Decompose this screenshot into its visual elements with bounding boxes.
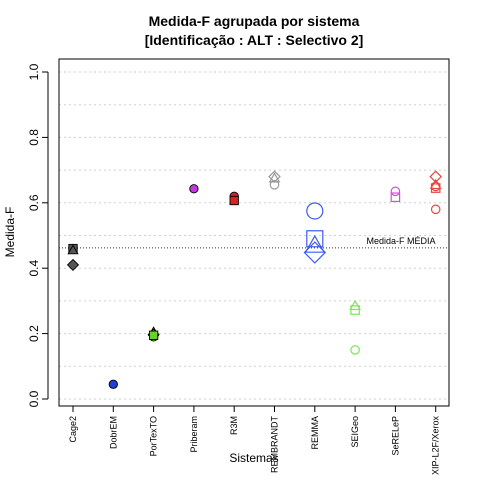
x-tick-label: REMBRANDT <box>270 416 280 474</box>
y-tick-label: 0.0 <box>27 390 41 407</box>
average-reference-label: Medida-F MÉDIA <box>366 236 435 246</box>
x-tick-label: SeRELeP <box>390 416 400 456</box>
data-point-circle <box>350 345 360 355</box>
y-tick-label: 0.4 <box>27 260 41 277</box>
x-tick-label: REMMA <box>310 416 320 450</box>
x-tick-label: PorTexTO <box>149 416 159 456</box>
grid-lines <box>59 71 449 400</box>
y-tick-label: 0.2 <box>27 325 41 342</box>
y-tick-label: 0.8 <box>27 129 41 146</box>
data-point-triangle <box>67 244 79 255</box>
data-point-circle <box>430 204 441 215</box>
data-point-circle <box>269 180 280 190</box>
x-tick-label: R3M <box>229 416 239 435</box>
data-point-square <box>390 192 401 203</box>
plot-frame <box>58 58 450 407</box>
x-tick-label: XIP-L2F/Xerox <box>431 416 441 476</box>
x-tick-label: Cage2 <box>68 416 78 443</box>
y-tick-label: 1.0 <box>27 63 41 80</box>
data-point-circle <box>189 184 199 194</box>
data-point-square <box>350 305 360 315</box>
data-point-circle <box>390 186 401 197</box>
data-point-triangle <box>349 299 361 311</box>
data-point-square <box>229 195 239 206</box>
data-point-triangle <box>268 172 281 183</box>
chart-title: Medida-F agrupada por sistema <box>149 13 360 29</box>
data-point-square <box>148 330 159 340</box>
data-point-diamond <box>66 258 80 272</box>
data-point-square <box>430 183 441 193</box>
x-tick-label: Priberam <box>189 416 199 453</box>
x-axis: Cage2 DobrEM PorTexTO Priberam R3M REMBRANDT R… <box>68 405 441 476</box>
x-tick-label: SEIGeo <box>350 416 360 448</box>
data-point-circle <box>108 379 118 389</box>
x-axis-label: Sistemas <box>229 451 278 465</box>
x-tick-label: DobrEM <box>108 416 118 449</box>
y-axis-label: Medida-F <box>3 207 17 258</box>
data-point-circle <box>306 202 324 220</box>
data-point-diamond <box>303 241 327 264</box>
y-axis: 0.0 0.2 0.4 0.6 0.8 1.0 <box>27 63 49 407</box>
data-points <box>66 170 443 389</box>
y-tick-label: 0.6 <box>27 194 41 211</box>
reference-line-group: Medida-F MÉDIA <box>59 236 449 249</box>
data-point-square <box>306 230 324 248</box>
data-point-triangle <box>304 234 326 253</box>
chart-subtitle: [Identificação : ALT : Selectivo 2] <box>145 32 364 48</box>
